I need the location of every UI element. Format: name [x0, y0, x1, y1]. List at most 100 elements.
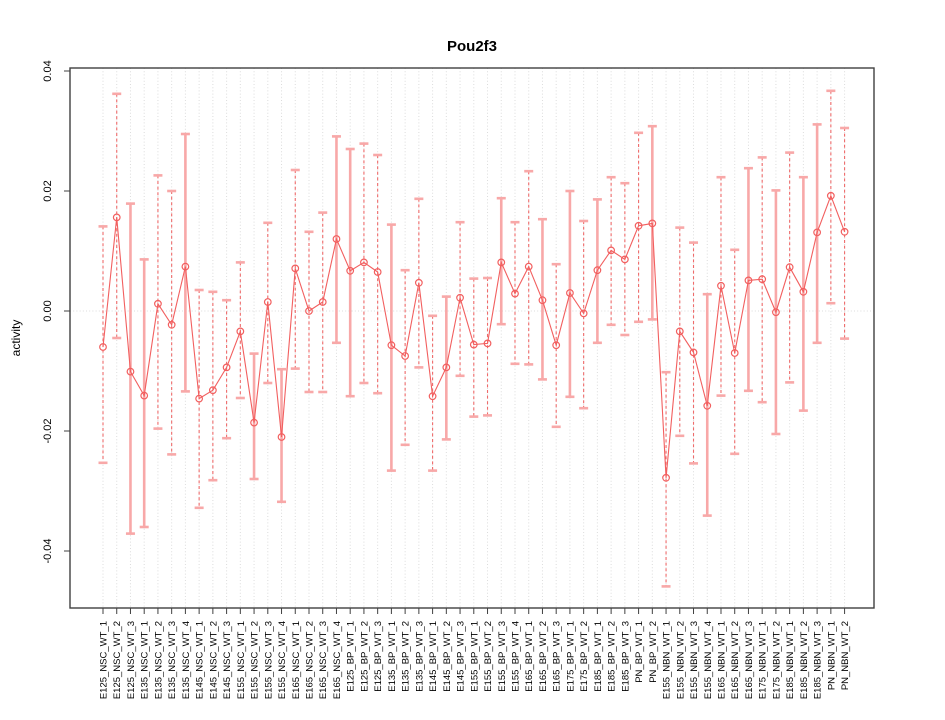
data-point: [813, 228, 822, 237]
data-point: [208, 386, 217, 395]
x-tick-label: E155_BP_WT_3: [497, 621, 508, 692]
x-tick-label: E155_BP_WT_4: [510, 621, 521, 692]
y-tick-label: 0.00: [42, 300, 54, 321]
x-tick-label: E125_BP_WT_1: [346, 621, 357, 692]
data-points-layer: [99, 191, 849, 482]
x-tick-label: E165_NSC_WT_2: [304, 621, 315, 699]
x-tick-label: E175_NBN_WT_1: [758, 621, 769, 699]
data-point: [744, 276, 753, 285]
x-tick-label: E175_BP_WT_2: [579, 621, 590, 692]
data-point: [799, 287, 808, 296]
x-tick-label: E135_BP_WT_1: [387, 621, 398, 692]
data-point: [483, 339, 492, 348]
data-point: [840, 227, 849, 236]
x-tick-label: E165_NBN_WT_2: [730, 621, 741, 699]
x-tick-label: E135_NSC_WT_3: [167, 621, 178, 699]
x-tick-label: E175_NBN_WT_2: [771, 621, 782, 699]
data-point: [524, 262, 533, 271]
data-point: [593, 266, 602, 275]
data-point: [346, 266, 355, 275]
x-tick-label: E145_BP_WT_2: [442, 621, 453, 692]
data-point: [154, 299, 162, 308]
y-axis-label: activity: [9, 320, 23, 357]
data-point: [689, 348, 698, 357]
data-point: [730, 349, 739, 357]
data-point: [607, 246, 616, 255]
x-tick-label: PN_BP_WT_2: [648, 621, 659, 683]
data-point: [826, 191, 835, 200]
x-tick-label: E125_BP_WT_2: [359, 621, 370, 692]
x-tick-label: E125_NSC_WT_1: [99, 621, 110, 699]
data-point: [717, 281, 725, 290]
x-tick-labels-layer: E125_NSC_WT_1 E125_NSC_WT_2 E125_NSC_WT_3 E…: [99, 621, 852, 699]
data-point: [469, 340, 478, 349]
data-point: [236, 327, 245, 336]
x-tick-label: E125_BP_WT_3: [373, 621, 384, 692]
data-point: [414, 278, 423, 287]
y-tick-label: 0.02: [42, 180, 54, 201]
x-tick-label: E185_NBN_WT_1: [785, 621, 796, 699]
x-tick-label: E145_BP_WT_3: [456, 621, 467, 692]
x-tick-label: E135_BP_WT_3: [414, 621, 425, 692]
data-point: [305, 307, 313, 315]
x-tick-label: E155_NSC_WT_2: [250, 621, 261, 699]
data-point: [291, 264, 300, 273]
data-point: [401, 352, 410, 360]
x-tick-label: E125_NSC_WT_3: [126, 621, 137, 699]
x-tick-label: E135_NSC_WT_4: [181, 621, 192, 699]
data-point: [112, 213, 121, 222]
y-tick-label: -0.04: [42, 538, 54, 563]
x-tick-label: E145_NSC_WT_3: [222, 621, 233, 699]
x-tick-label: E185_NBN_WT_2: [799, 621, 810, 699]
data-point: [195, 394, 204, 403]
x-tick-label: E155_NSC_WT_3: [263, 621, 274, 699]
data-point: [620, 255, 629, 264]
x-tick-label: PN_BP_WT_1: [634, 621, 645, 683]
x-tick-label: E165_BP_WT_2: [538, 621, 549, 692]
y-tick-label: -0.02: [42, 418, 54, 443]
data-point: [140, 391, 149, 400]
x-tick-label: E145_NSC_WT_1: [195, 621, 206, 699]
x-tick-label: E165_BP_WT_3: [552, 621, 563, 692]
data-point: [785, 263, 794, 272]
x-tick-label: E155_BP_WT_1: [469, 621, 480, 692]
data-point: [318, 298, 327, 306]
data-point: [634, 221, 643, 230]
x-tick-label: E135_BP_WT_2: [401, 621, 412, 692]
data-point: [497, 258, 506, 267]
x-tick-label: E155_NSC_WT_1: [236, 621, 247, 699]
x-tick-label: E185_NBN_WT_3: [813, 621, 824, 699]
data-point: [456, 293, 464, 302]
data-point: [566, 289, 574, 297]
data-point: [442, 363, 451, 372]
x-tick-label: E185_BP_WT_1: [593, 621, 604, 692]
x-tick-label: E165_BP_WT_1: [524, 621, 535, 692]
data-point: [99, 343, 107, 351]
x-tick-label: E185_BP_WT_3: [620, 621, 631, 692]
x-tick-label: E155_NBN_WT_1: [662, 621, 673, 699]
x-tick-label: E135_NSC_WT_1: [140, 621, 151, 699]
data-point: [263, 298, 272, 306]
x-tick-label: E155_BP_WT_2: [483, 621, 494, 692]
data-point: [387, 341, 396, 350]
x-tick-label: E165_NSC_WT_1: [291, 621, 302, 699]
x-tick-label: E155_NSC_WT_4: [277, 621, 288, 699]
data-point: [648, 219, 657, 228]
x-tick-label: E145_BP_WT_1: [428, 621, 439, 692]
data-point: [373, 268, 382, 276]
data-point: [511, 289, 519, 298]
data-point: [222, 363, 231, 372]
x-tick-label: E165_NBN_WT_1: [716, 621, 727, 699]
data-point: [360, 258, 368, 267]
x-tick-label: E185_BP_WT_2: [607, 621, 618, 692]
x-tick-label: E135_NSC_WT_2: [153, 621, 164, 699]
y-tick-label: 0.04: [42, 60, 54, 81]
data-point: [332, 235, 341, 243]
data-point: [772, 308, 780, 317]
series-line: [102, 194, 846, 478]
data-point: [662, 473, 670, 482]
x-tick-label: PN_NBN_WT_2: [840, 621, 851, 690]
x-tick-label: E155_NBN_WT_3: [689, 621, 700, 699]
series-line-layer: [102, 194, 846, 478]
